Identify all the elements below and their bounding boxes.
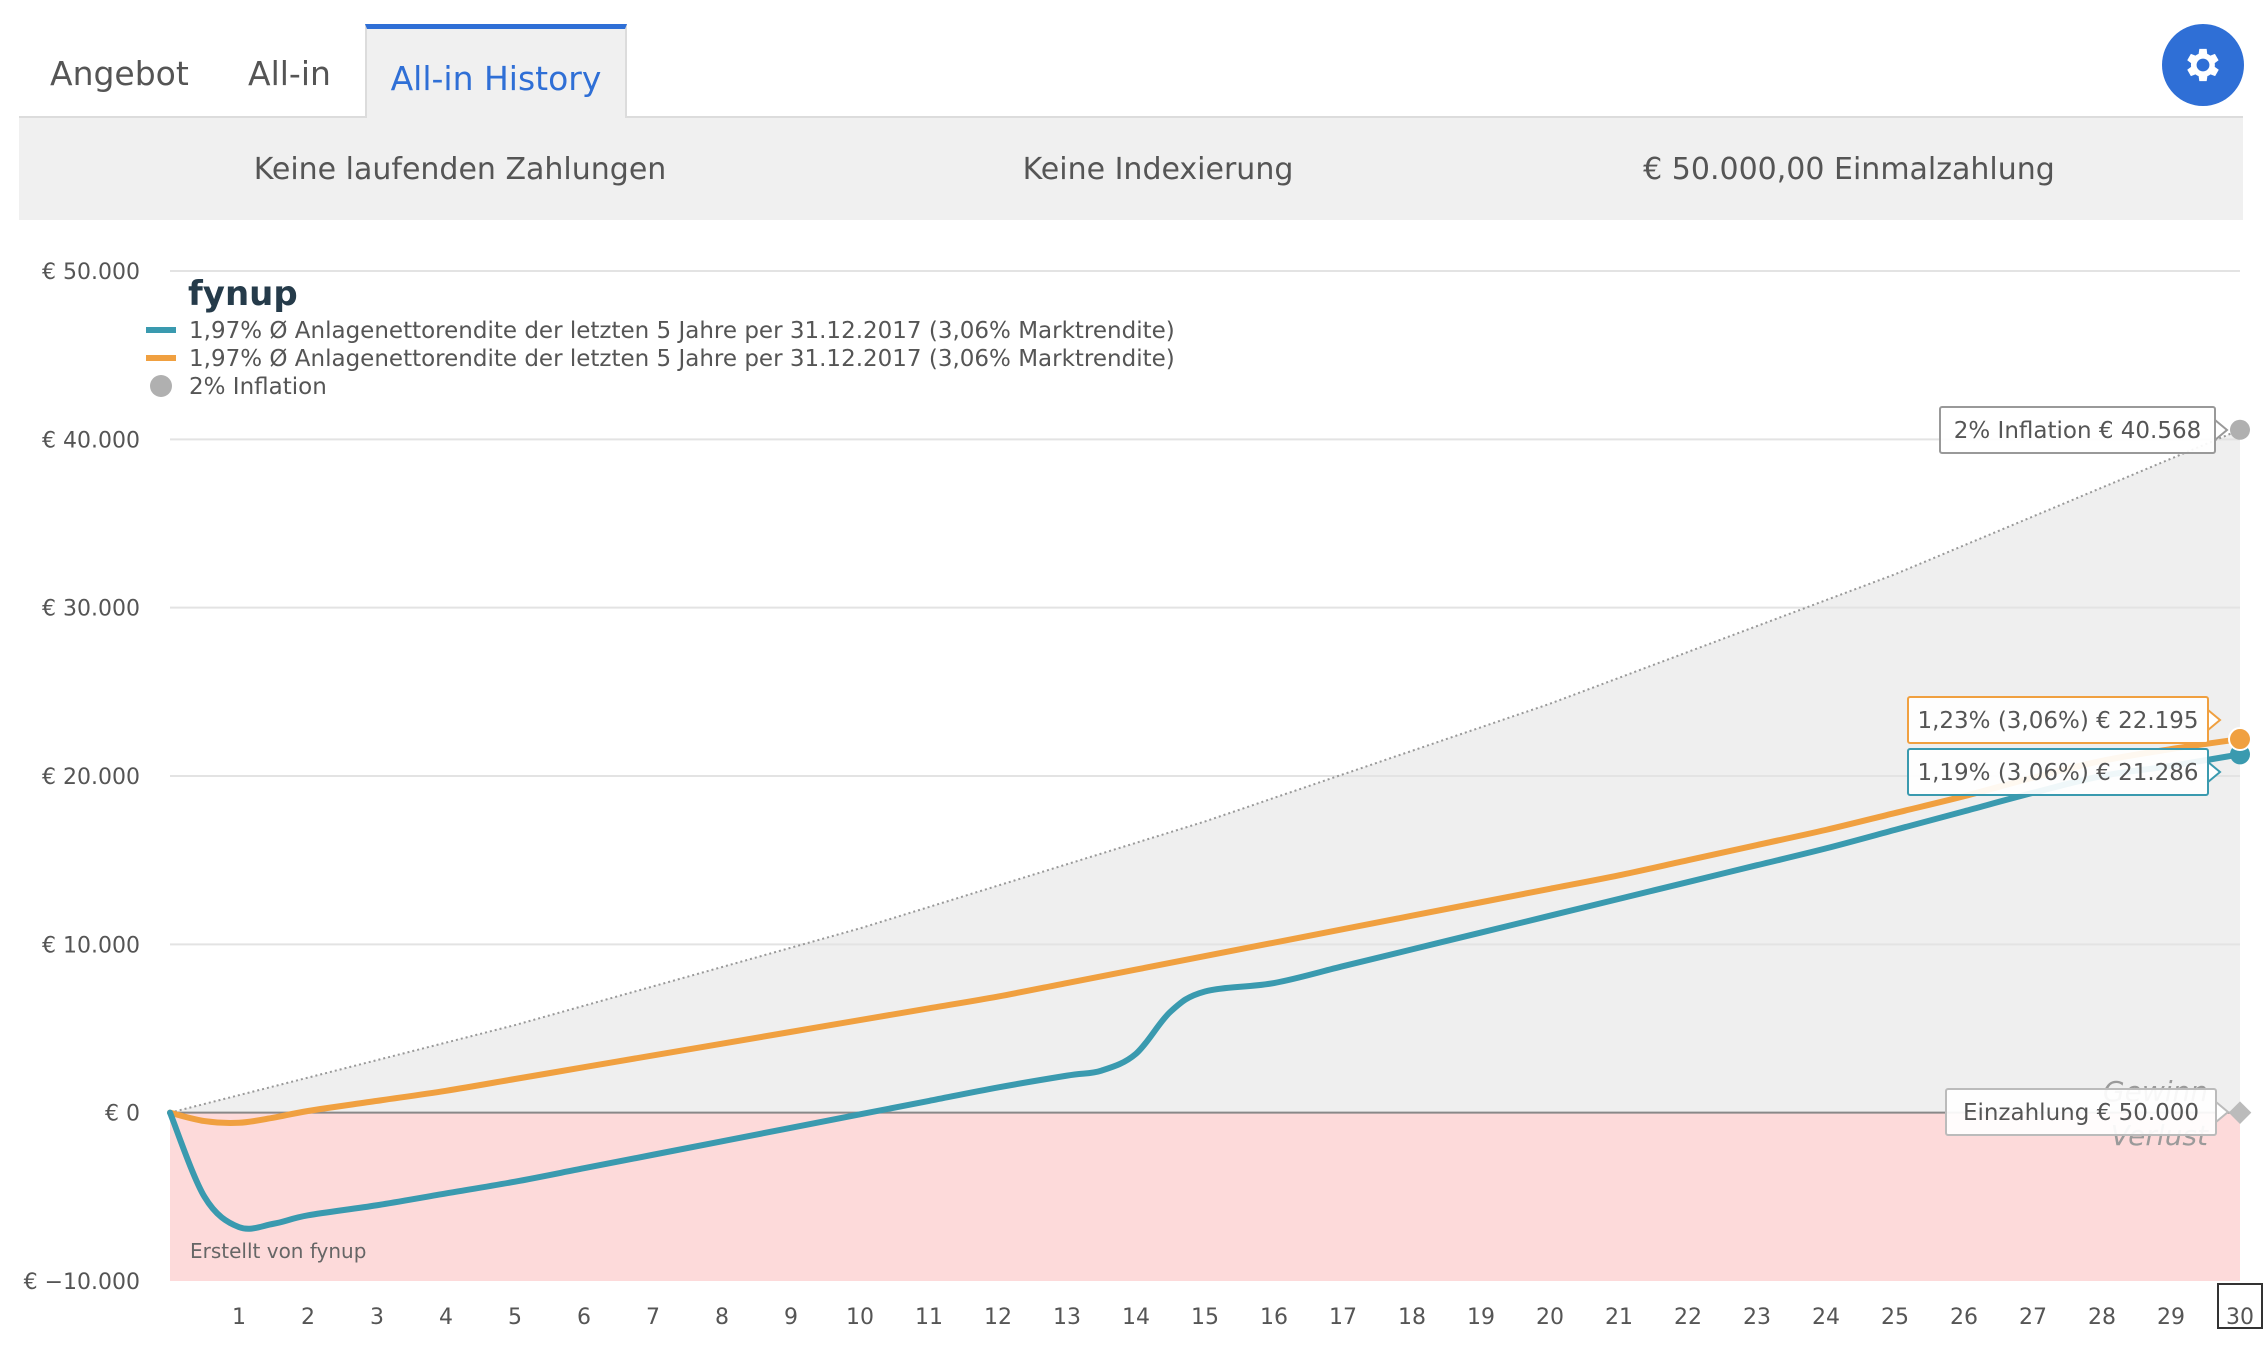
gear-icon xyxy=(2187,48,2219,82)
x-tick-label: 12 xyxy=(984,1305,1012,1330)
tooltip-label: Einzahlung € 50.000 xyxy=(1963,1100,2199,1126)
x-tick-label: 6 xyxy=(577,1305,591,1330)
tab-all-in[interactable]: All-in xyxy=(248,54,331,93)
x-tick-label: 21 xyxy=(1605,1305,1633,1330)
tab-bar: Angebot All-in All-in History xyxy=(19,0,2243,119)
x-tick-highlight xyxy=(2217,1283,2263,1329)
x-tick-label: 2 xyxy=(301,1305,315,1330)
x-tick-label: 27 xyxy=(2019,1305,2047,1330)
inflation-line xyxy=(169,428,2241,1114)
loss-area xyxy=(170,1112,2240,1281)
tooltip-label: 1,23% (3,06%) € 22.195 xyxy=(1917,708,2198,734)
legend-dot-symbol xyxy=(150,375,172,397)
y-tick-label: € −10.000 xyxy=(24,1270,140,1295)
legend-item-label: 1,97% Ø Anlagenettorendite der letzten 5… xyxy=(189,346,1175,372)
x-tick-label: 14 xyxy=(1122,1305,1150,1330)
tab-all-in-history[interactable]: All-in History xyxy=(365,24,627,119)
legend-item-label: 1,97% Ø Anlagenettorendite der letzten 5… xyxy=(189,318,1175,344)
y-tick-label: € 40.000 xyxy=(42,428,140,453)
y-tick-label: € 20.000 xyxy=(42,765,140,790)
x-tick-label: 23 xyxy=(1743,1305,1771,1330)
chart-credit: Erstellt von fynup xyxy=(190,1239,366,1263)
history-chart: € 50.000 € 40.000 € 30.000 € 20.000 € 10.000… xyxy=(24,260,2263,1330)
x-tick-label: 26 xyxy=(1950,1305,1978,1330)
x-tick-label: 5 xyxy=(508,1305,522,1330)
y-tick-label: € 10.000 xyxy=(42,933,140,958)
y-tick-label: € 30.000 xyxy=(42,597,140,622)
x-tick-label: 9 xyxy=(784,1305,798,1330)
y-tick-label: € 0 xyxy=(105,1102,140,1127)
x-tick-label: 29 xyxy=(2157,1305,2185,1330)
tooltip-pointer xyxy=(2215,1099,2230,1125)
series-line-orange xyxy=(167,736,2243,1126)
tooltip-pointer xyxy=(2207,707,2222,733)
tooltip-pointer xyxy=(2214,417,2229,443)
x-tick-label: 10 xyxy=(846,1305,874,1330)
series-line-teal xyxy=(167,751,2243,1232)
x-tick-label: 1 xyxy=(232,1305,246,1330)
tab-angebot[interactable]: Angebot xyxy=(50,54,189,93)
x-tick-label: 8 xyxy=(715,1305,729,1330)
settings-button[interactable] xyxy=(2162,24,2244,106)
deposit-end-point xyxy=(2228,1101,2252,1124)
x-tick-label: 4 xyxy=(439,1305,453,1330)
x-tick-label: 13 xyxy=(1053,1305,1081,1330)
x-tick-label: 18 xyxy=(1398,1305,1426,1330)
deposit-info: € 50.000,00 Einmalzahlung xyxy=(1643,152,2055,187)
x-tick-label: 19 xyxy=(1467,1305,1495,1330)
x-tick-label: 25 xyxy=(1881,1305,1909,1330)
summary-bar: Keine laufenden Zahlungen Keine Indexier… xyxy=(19,118,2243,220)
x-tick-label: 22 xyxy=(1674,1305,1702,1330)
orange-end-point xyxy=(2228,727,2252,752)
x-tick-label: 7 xyxy=(646,1305,660,1330)
x-tick-label: 30 xyxy=(2226,1305,2254,1330)
fynup-logo: fynup xyxy=(188,274,298,314)
inflation-end-point xyxy=(2230,419,2250,440)
x-tick-label: 20 xyxy=(1536,1305,1564,1330)
tooltip-label: 2% Inflation € 40.568 xyxy=(1954,418,2202,444)
x-tick-label: 28 xyxy=(2088,1305,2116,1330)
payments-info: Keine laufenden Zahlungen xyxy=(253,152,667,187)
x-tick-label: 15 xyxy=(1191,1305,1219,1330)
x-tick-label: 17 xyxy=(1329,1305,1357,1330)
x-tick-label: 11 xyxy=(915,1305,943,1330)
gain-area xyxy=(170,429,2240,1113)
indexation-info: Keine Indexierung xyxy=(1022,152,1294,187)
tooltip-pointer xyxy=(2207,759,2222,785)
legend-item-label: 2% Inflation xyxy=(189,374,327,400)
y-tick-label: € 50.000 xyxy=(42,260,140,285)
x-tick-label: 24 xyxy=(1812,1305,1840,1330)
x-tick-label: 16 xyxy=(1260,1305,1288,1330)
tooltip-label: 1,19% (3,06%) € 21.286 xyxy=(1917,760,2198,786)
x-tick-label: 3 xyxy=(370,1305,384,1330)
